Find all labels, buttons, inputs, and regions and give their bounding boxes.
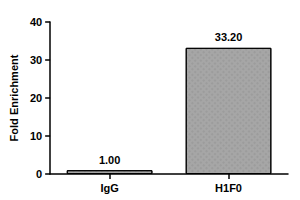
svg-text:Fold Enrichment: Fold Enrichment — [8, 54, 20, 141]
svg-text:10: 10 — [30, 130, 42, 142]
svg-text:40: 40 — [30, 16, 42, 28]
svg-text:0: 0 — [36, 168, 42, 180]
svg-text:H1F0: H1F0 — [215, 182, 242, 194]
svg-text:1.00: 1.00 — [99, 154, 120, 166]
svg-text:IgG: IgG — [100, 182, 118, 194]
svg-text:30: 30 — [30, 54, 42, 66]
svg-text:33.20: 33.20 — [215, 31, 243, 43]
svg-text:20: 20 — [30, 92, 42, 104]
